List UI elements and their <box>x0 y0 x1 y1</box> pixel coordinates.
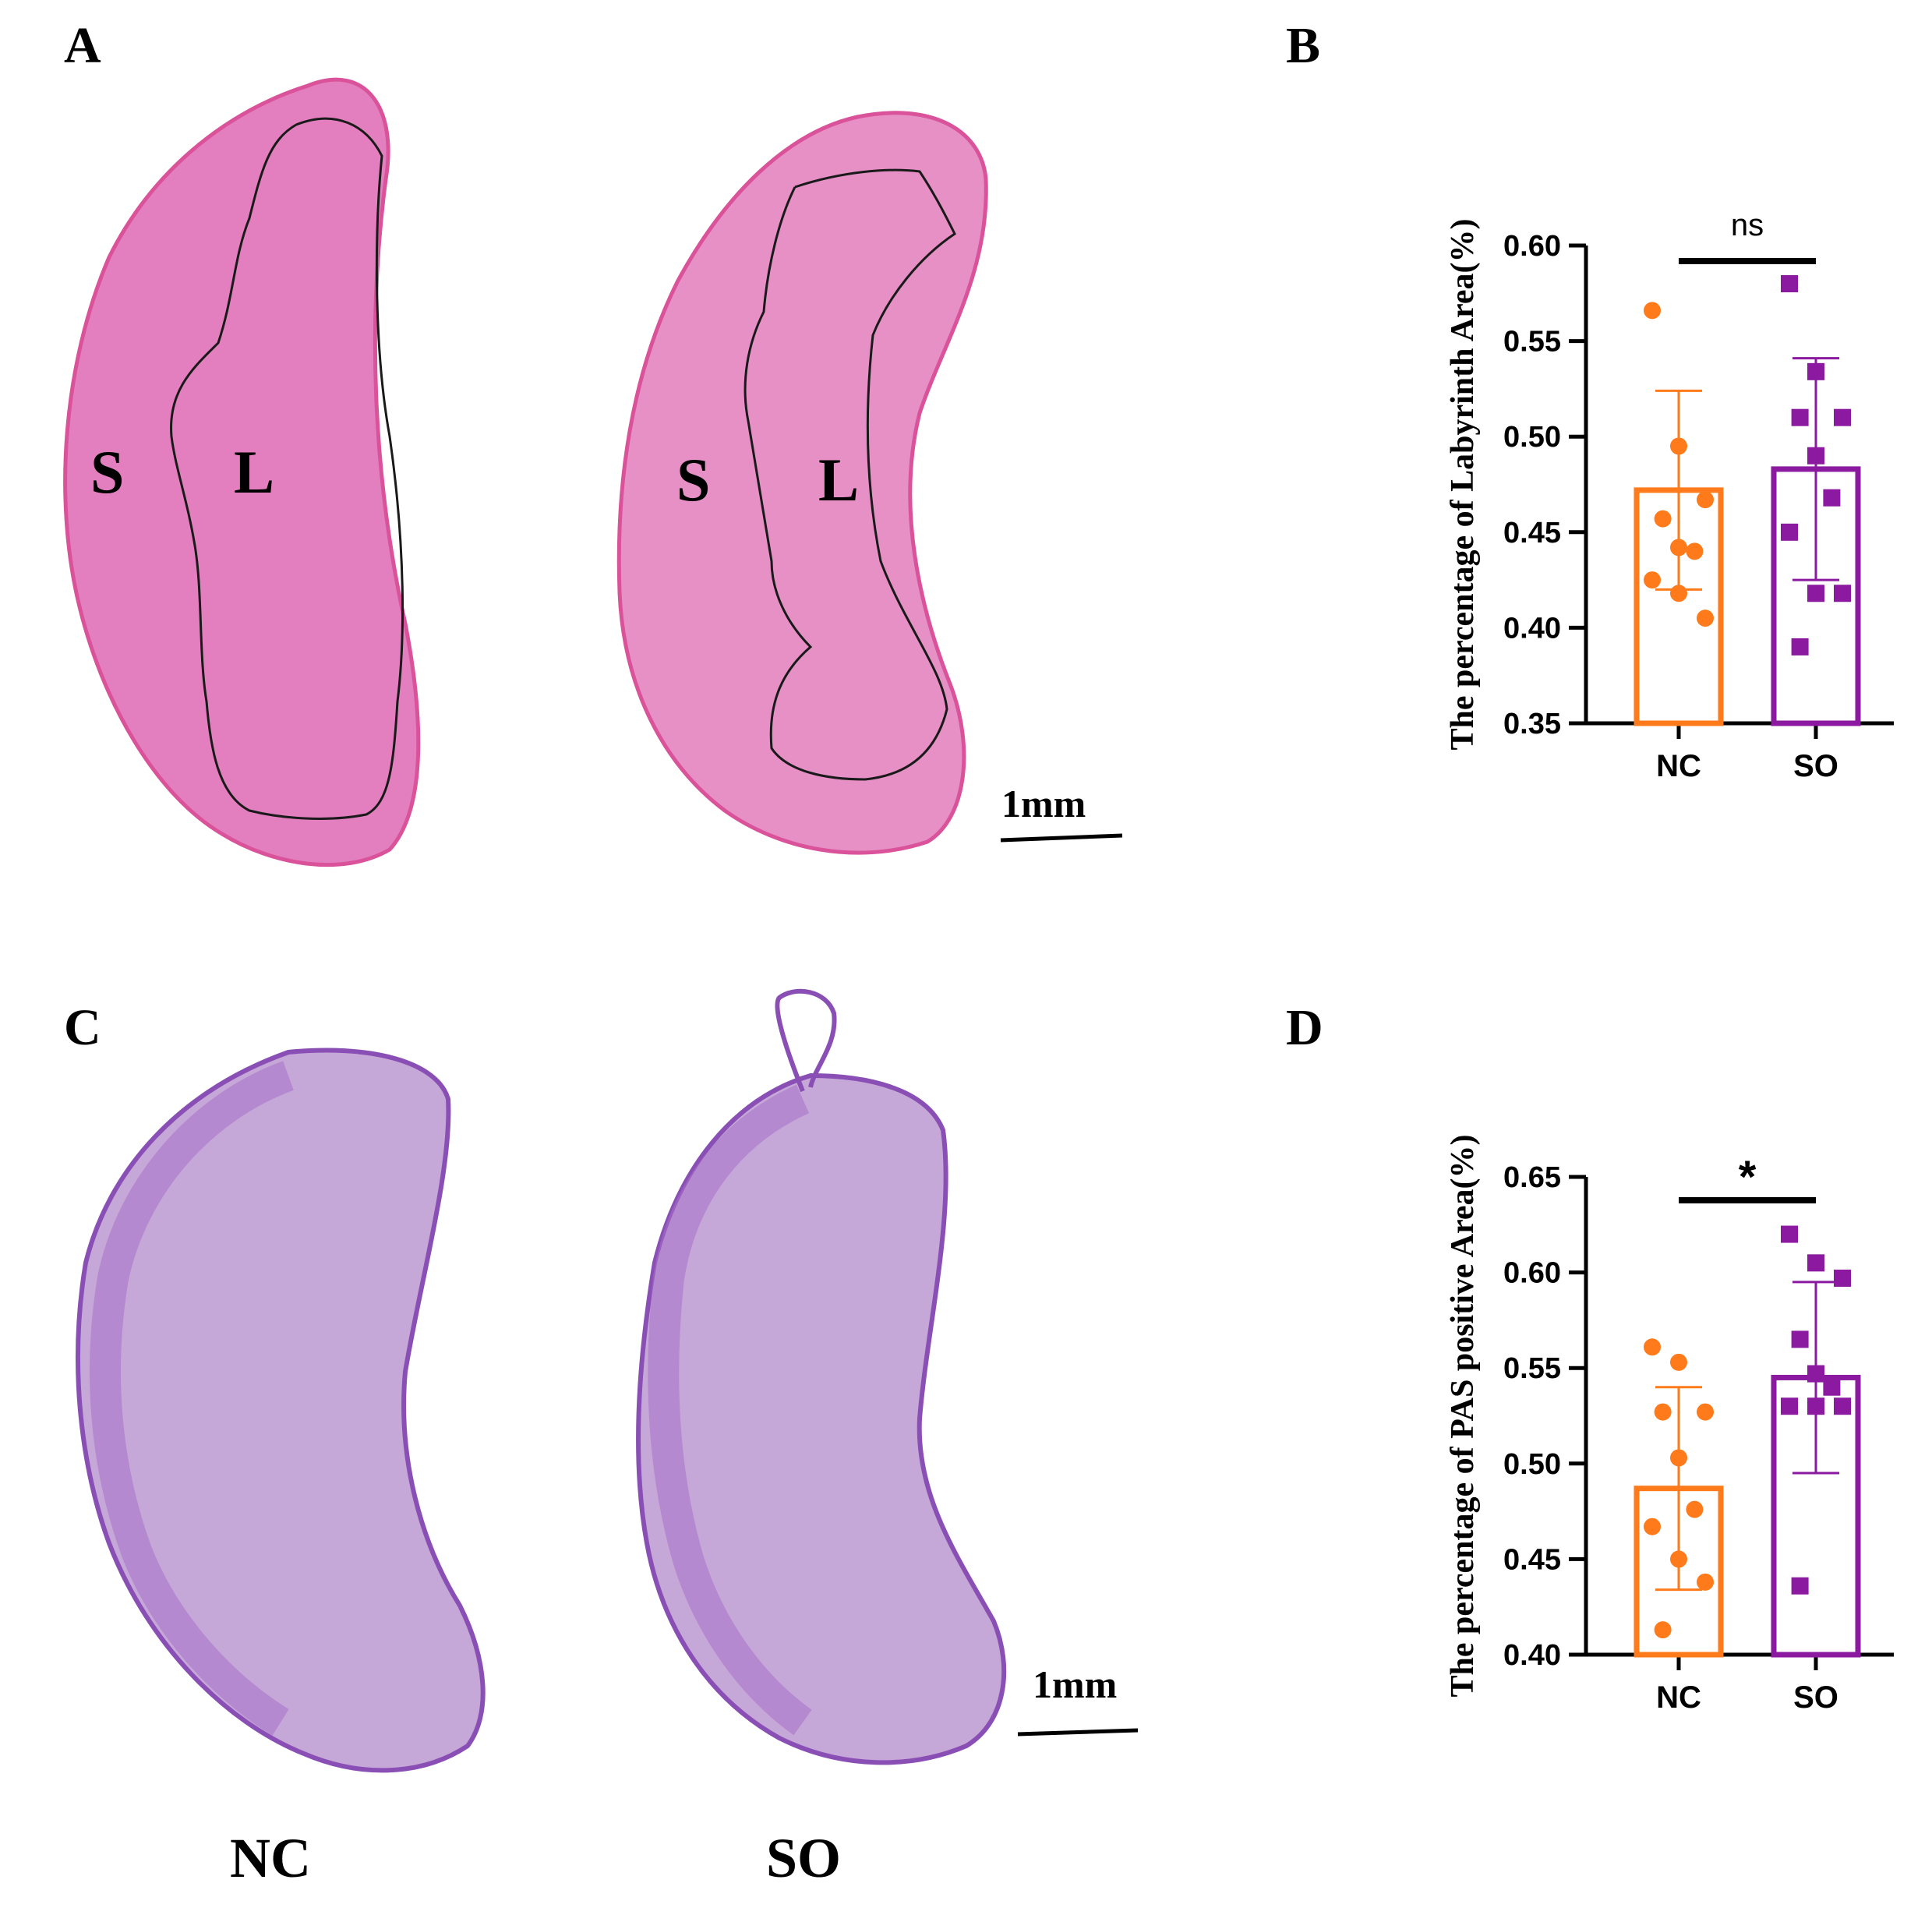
data-point <box>1670 1353 1687 1371</box>
data-point <box>1644 1518 1661 1535</box>
he-tissue-so <box>616 111 988 855</box>
he-labyrinth-boundary-so <box>743 168 956 781</box>
data-point <box>1670 437 1687 455</box>
data-point <box>1670 1449 1687 1467</box>
pas-tissue-nc <box>76 1048 486 1773</box>
he-section-nc: S L <box>63 77 421 867</box>
data-point <box>1781 523 1798 541</box>
panel-letter-c: C <box>64 999 101 1056</box>
scale-bar-c <box>1017 1728 1139 1737</box>
y-axis-label: The percentage of Labyrinth Area(%) <box>1445 218 1481 750</box>
data-point <box>1670 1550 1687 1568</box>
he-label-s-so: S <box>676 446 710 514</box>
data-point <box>1823 1378 1841 1396</box>
data-point <box>1791 1330 1809 1348</box>
he-section-so: S L <box>616 111 988 855</box>
he-labyrinth-boundary-nc <box>170 117 404 820</box>
data-point <box>1654 510 1672 528</box>
data-point <box>1781 275 1798 293</box>
data-point <box>1697 1403 1714 1421</box>
data-point <box>1834 1269 1851 1287</box>
y-tick-label: 0.50 <box>1503 421 1561 454</box>
data-point <box>1807 1365 1824 1383</box>
y-tick-label: 0.45 <box>1503 1543 1561 1576</box>
panel-letter-d: D <box>1286 999 1323 1056</box>
chart-pas-positive-area: 0.40 0.45 0.50 0.55 0.60 0.65 NC SO The percenta… <box>1445 1134 1894 1715</box>
he-label-l-nc: L <box>234 438 274 506</box>
pas-decidua-band-so <box>648 1084 812 1736</box>
panel-letter-a: A <box>64 17 101 74</box>
chart-labyrinth-area: 0.35 0.40 0.45 0.50 0.55 0.60 NC SO The percenta… <box>1445 208 1894 783</box>
significance-label: ns <box>1731 208 1764 242</box>
data-point <box>1791 638 1809 655</box>
y-tick-label: 0.55 <box>1503 326 1561 359</box>
pas-tissue-so <box>636 1072 1007 1765</box>
y-tick-label: 0.60 <box>1503 1257 1561 1290</box>
data-point <box>1823 489 1841 507</box>
data-point <box>1686 542 1704 560</box>
y-tick-label: 0.40 <box>1503 1639 1561 1672</box>
data-point <box>1697 1573 1714 1591</box>
x-tick-label: NC <box>1656 749 1701 783</box>
data-point <box>1807 1397 1824 1415</box>
scale-bar-label-a: 1mm <box>1001 782 1086 825</box>
data-point <box>1644 1338 1661 1356</box>
x-tick-label: SO <box>1793 749 1838 783</box>
data-point <box>1781 1397 1798 1415</box>
y-axis-label: The percentage of PAS positive Area(%) <box>1445 1134 1481 1697</box>
data-point <box>1697 609 1714 627</box>
data-point <box>1654 1403 1672 1421</box>
x-tick-label: SO <box>1793 1680 1838 1715</box>
data-point <box>1644 302 1661 320</box>
y-tick-label: 0.60 <box>1503 230 1561 263</box>
data-point <box>1781 1225 1798 1243</box>
data-point <box>1644 571 1661 589</box>
data-point <box>1697 491 1714 509</box>
pas-membrane-so <box>775 988 837 1093</box>
pas-section-so <box>636 988 1007 1765</box>
data-point <box>1791 408 1809 426</box>
he-label-l-so: L <box>818 446 859 514</box>
y-tick-label: 0.45 <box>1503 517 1561 549</box>
data-point <box>1791 1577 1809 1595</box>
he-label-s-nc: S <box>90 438 124 506</box>
y-tick-label: 0.50 <box>1503 1448 1561 1481</box>
y-tick-label: 0.40 <box>1503 612 1561 645</box>
data-point <box>1670 585 1687 602</box>
data-point <box>1807 447 1824 465</box>
panel-letter-b: B <box>1286 17 1320 74</box>
data-point <box>1654 1621 1672 1639</box>
group-label-nc: NC <box>230 1827 311 1889</box>
pas-section-nc <box>76 1048 486 1773</box>
data-point <box>1834 408 1851 426</box>
y-tick-label: 0.65 <box>1503 1161 1561 1194</box>
y-tick-label: 0.35 <box>1503 708 1561 740</box>
data-point <box>1807 1254 1824 1272</box>
data-point <box>1834 585 1851 602</box>
scale-bar-a <box>1000 833 1123 843</box>
group-label-so: SO <box>766 1827 841 1889</box>
data-point <box>1807 585 1824 602</box>
y-tick-label: 0.55 <box>1503 1352 1561 1385</box>
pas-decidua-band-nc <box>90 1061 295 1736</box>
x-tick-label: NC <box>1656 1680 1701 1715</box>
data-point <box>1834 1397 1851 1415</box>
data-point <box>1807 362 1824 380</box>
significance-label: * <box>1739 1152 1757 1203</box>
data-point <box>1670 539 1687 556</box>
scale-bar-label-c: 1mm <box>1033 1662 1117 1706</box>
data-point <box>1686 1500 1704 1518</box>
